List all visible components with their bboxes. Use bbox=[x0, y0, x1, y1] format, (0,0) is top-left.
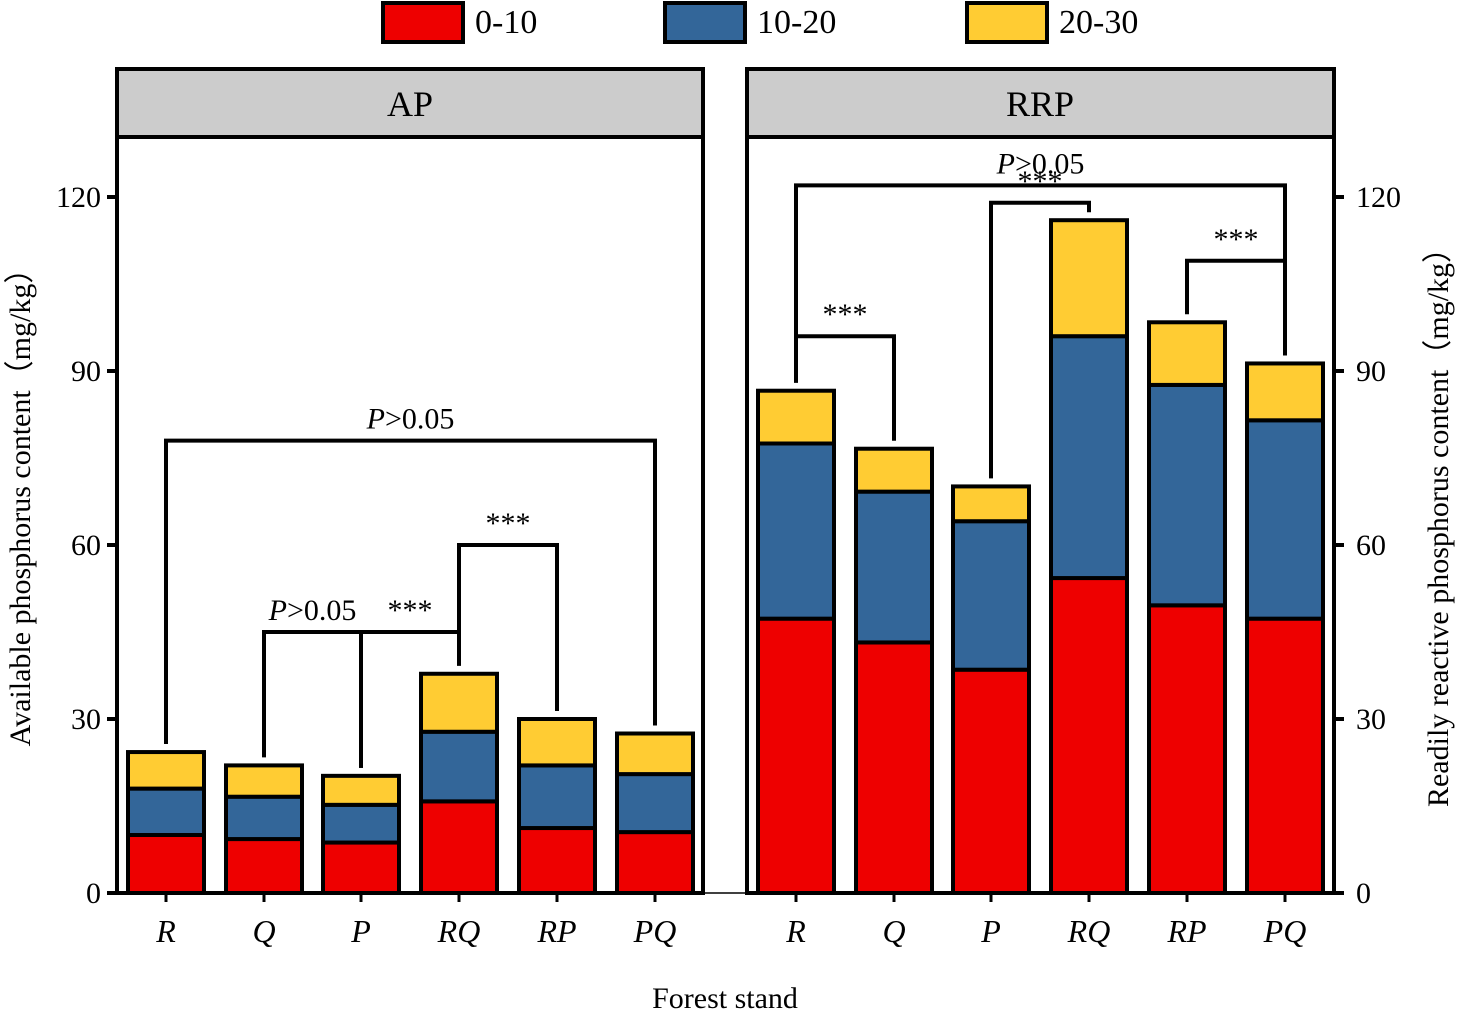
rrp-bar-rq-20-30 bbox=[1049, 218, 1129, 339]
ap-x-axis: R Q P RQ RP PQ bbox=[155, 893, 676, 949]
ap-bar-p-10-20 bbox=[321, 802, 401, 845]
rrp-bar-rp-20-30 bbox=[1147, 320, 1227, 387]
ap-ytick-label-120: 120 bbox=[56, 181, 101, 214]
rrp-bar-q-0-10 bbox=[854, 640, 934, 895]
rrp-xtick-label-pq: PQ bbox=[1263, 913, 1307, 949]
rrp-ytick-label-60: 60 bbox=[1356, 529, 1386, 562]
rrp-bar-r-10-20 bbox=[756, 441, 836, 621]
ap-bar-q-0-10 bbox=[224, 837, 304, 895]
rrp-sig-label-2: *** bbox=[823, 298, 868, 331]
rrp-bar-pq-20-30 bbox=[1245, 361, 1325, 423]
rrp-x-axis: R Q P RQ RP PQ bbox=[785, 893, 1306, 949]
rrp-ytick-label-0: 0 bbox=[1356, 877, 1371, 910]
rrp-xtick-label-p: P bbox=[980, 913, 1001, 949]
ap-significance: P>0.05 P>0.05 *** *** bbox=[164, 403, 657, 768]
rrp-sig-label-4: *** bbox=[1214, 223, 1259, 256]
ap-y-axis: 0 30 60 90 120 bbox=[56, 181, 117, 910]
ap-strip-label: AP bbox=[387, 84, 433, 124]
rrp-sig-bracket-2 bbox=[794, 334, 896, 441]
ap-sig-label-4: *** bbox=[486, 507, 531, 540]
rrp-xtick-label-q: Q bbox=[882, 913, 905, 949]
ap-bar-rp-0-10 bbox=[517, 826, 597, 895]
ap-bar-r-0-10 bbox=[126, 833, 206, 895]
rrp-xtick-label-rq: RQ bbox=[1067, 913, 1111, 949]
ap-strip bbox=[115, 67, 705, 139]
rrp-bar-q-20-30 bbox=[854, 446, 934, 494]
rrp-sig-label-3: *** bbox=[1018, 165, 1063, 198]
ap-sig-bracket-4 bbox=[457, 543, 559, 711]
ap-bar-pq-10-20 bbox=[615, 772, 695, 835]
ap-xtick-label-rq: RQ bbox=[437, 913, 481, 949]
ap-bar-pq-20-30 bbox=[615, 731, 695, 777]
ap-sig-label-1: P>0.05 bbox=[366, 403, 455, 436]
rrp-significance: P>0.05********* bbox=[794, 147, 1287, 479]
rrp-strip-label: RRP bbox=[1006, 84, 1074, 124]
rrp-bar-r-0-10 bbox=[756, 616, 836, 895]
ap-bar-pq-0-10 bbox=[615, 830, 695, 895]
rrp-bar-r-20-30 bbox=[756, 388, 836, 446]
ap-bar-q-20-30 bbox=[224, 763, 304, 799]
ap-bar-rp-10-20 bbox=[517, 763, 597, 831]
ap-ytick-label-90: 90 bbox=[71, 355, 101, 388]
rrp-bars bbox=[756, 218, 1325, 896]
rrp-y-axis: 0 30 60 90 120 bbox=[1334, 181, 1401, 910]
rrp-sig-label-1: P>0.05 bbox=[996, 147, 1085, 180]
ap-sig-bracket-2 bbox=[262, 630, 363, 768]
legend-swatch-3 bbox=[965, 1, 1049, 44]
rrp-xtick-label-rp: RP bbox=[1166, 913, 1206, 949]
ap-bar-p-20-30 bbox=[321, 773, 401, 807]
ap-ytick-label-60: 60 bbox=[71, 529, 101, 562]
rrp-bar-pq-0-10 bbox=[1245, 616, 1325, 895]
ap-xtick-label-pq: PQ bbox=[633, 913, 677, 949]
rrp-bar-rp-10-20 bbox=[1147, 382, 1227, 608]
ap-plot-frame bbox=[115, 135, 705, 895]
ap-sig-label-3: *** bbox=[388, 594, 433, 627]
ap-bar-r-20-30 bbox=[126, 750, 206, 791]
rrp-xtick-label-r: R bbox=[785, 913, 806, 949]
legend-label-1: 0-10 bbox=[475, 4, 537, 41]
rrp-bar-p-0-10 bbox=[951, 667, 1031, 896]
legend-label-3: 20-30 bbox=[1059, 4, 1138, 41]
rrp-bar-q-10-20 bbox=[854, 489, 934, 645]
rrp-bar-rq-10-20 bbox=[1049, 334, 1129, 581]
ap-ytick-label-0: 0 bbox=[86, 877, 101, 910]
ap-bar-rq-10-20 bbox=[419, 729, 499, 804]
ap-y-axis-title: Available phosphorus content（mg/kg） bbox=[4, 254, 37, 747]
legend-swatch-2 bbox=[663, 1, 747, 44]
rrp-bar-rp-0-10 bbox=[1147, 603, 1227, 895]
x-axis-title: Forest stand bbox=[652, 982, 798, 1010]
ap-sig-label-2: P>0.05 bbox=[268, 594, 357, 627]
rrp-sig-bracket-4 bbox=[1185, 258, 1287, 356]
rrp-plot-frame bbox=[745, 135, 1336, 895]
ap-xtick-label-q: Q bbox=[252, 913, 275, 949]
legend-swatch-1 bbox=[381, 1, 465, 44]
ap-bar-rp-20-30 bbox=[517, 717, 597, 768]
rrp-bar-rq-0-10 bbox=[1049, 576, 1129, 895]
ap-bar-rq-20-30 bbox=[419, 671, 499, 734]
ap-bar-rq-0-10 bbox=[419, 799, 499, 895]
ap-bar-q-10-20 bbox=[224, 794, 304, 842]
ap-xtick-label-rp: RP bbox=[536, 913, 576, 949]
rrp-bar-p-20-30 bbox=[951, 484, 1031, 524]
ap-bars bbox=[126, 671, 695, 895]
rrp-ytick-label-30: 30 bbox=[1356, 703, 1386, 736]
ap-ytick-label-30: 30 bbox=[71, 703, 101, 736]
rrp-ytick-label-90: 90 bbox=[1356, 355, 1386, 388]
rrp-bar-p-10-20 bbox=[951, 519, 1031, 672]
rrp-y-axis-title: Readily reactive phosphorus content（mg/k… bbox=[1422, 233, 1455, 807]
rrp-bar-pq-10-20 bbox=[1245, 418, 1325, 621]
rrp-ytick-label-120: 120 bbox=[1356, 181, 1401, 214]
rrp-strip bbox=[745, 67, 1336, 139]
legend: 0-10 10-20 20-30 bbox=[381, 1, 1138, 44]
ap-xtick-label-p: P bbox=[350, 913, 371, 949]
ap-bar-p-0-10 bbox=[321, 840, 401, 895]
legend-label-2: 10-20 bbox=[757, 4, 836, 41]
ap-xtick-label-r: R bbox=[155, 913, 176, 949]
rrp-sig-bracket-3 bbox=[989, 200, 1091, 479]
ap-bar-r-10-20 bbox=[126, 786, 206, 837]
ap-sig-bracket-1 bbox=[164, 438, 657, 745]
